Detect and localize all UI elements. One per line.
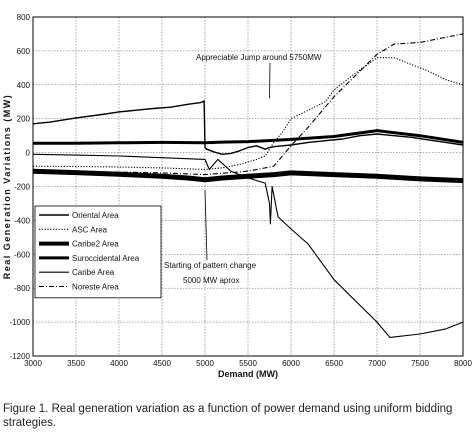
legend-entry: Caribe2 Area [72, 240, 119, 249]
y-axis-label: Real Generation Variations (MW) [2, 94, 12, 280]
x-tick-label: 5000 [196, 359, 214, 368]
annotation-pattern-change-mw: 5000 MW aprox [183, 276, 239, 285]
annotation-jump-arrow [269, 62, 271, 99]
y-tick-label: 600 [17, 47, 31, 56]
x-tick-label: 7500 [411, 359, 429, 368]
legend: Oriental Area ASC Area Caribe2 Area Surocci… [34, 205, 162, 299]
plot-frame [32, 16, 464, 357]
x-tick-label: 3500 [67, 359, 85, 368]
y-tick-label: -200 [14, 183, 31, 192]
x-tick-label: 6500 [325, 359, 343, 368]
series-line-2 [32, 57, 464, 171]
series-line-6 [32, 33, 464, 176]
y-tick-label: 800 [17, 13, 31, 22]
x-tick-label: 3000 [24, 359, 42, 368]
y-tick-label: 200 [17, 115, 31, 124]
x-tick-label: 4500 [153, 359, 171, 368]
legend-box [34, 205, 162, 299]
y-tick-label: -1000 [10, 318, 31, 327]
y-tick-label: -600 [14, 250, 31, 259]
series-line-5 [32, 153, 464, 338]
y-tick-label: -400 [14, 216, 31, 225]
x-axis-label: Demand (MW) [218, 369, 278, 379]
series-line-4 [33, 129, 464, 145]
annotations: Appreciable Jump around 5750MW Starting … [164, 53, 322, 285]
x-tick-label: 7000 [368, 359, 386, 368]
grid-lines [32, 16, 464, 357]
x-tick-label: 4000 [110, 359, 128, 368]
legend-entry: Suroccidental Area [72, 254, 140, 263]
x-tick-label: 6000 [282, 359, 300, 368]
annotation-pattern-change-arrow [204, 189, 208, 261]
y-tick-label: 0 [26, 149, 31, 158]
y-tick-label: 400 [17, 81, 31, 90]
y-tick-label: -1200 [10, 352, 31, 361]
annotation-pattern-change: Starting of pattern change [164, 261, 257, 270]
tick-labels: 3000 3500 4000 4500 5000 5500 6000 6500 7000 7500… [10, 13, 473, 368]
y-tick-label: -800 [14, 284, 31, 293]
series-layer [32, 33, 464, 338]
x-tick-label: 8000 [454, 359, 472, 368]
legend-entry: Caribe Area [72, 268, 115, 277]
figure-caption: Figure 1. Real generation variation as a… [3, 403, 453, 429]
series-line-3 [32, 168, 464, 184]
x-tick-label: 5500 [239, 359, 257, 368]
legend-entry: Oriental Area [72, 211, 119, 220]
annotation-jump: Appreciable Jump around 5750MW [196, 53, 322, 62]
legend-entry: ASC Area [72, 225, 108, 234]
legend-entry: Noreste Area [72, 283, 119, 292]
series-line-1 [32, 100, 464, 156]
